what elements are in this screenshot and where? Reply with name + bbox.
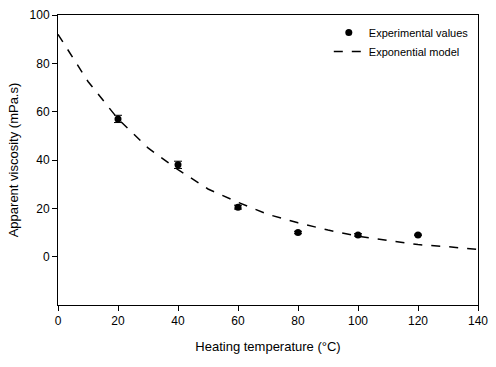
svg-text:80: 80 [291, 314, 305, 328]
svg-text:100: 100 [30, 8, 50, 22]
svg-text:Apparent viscosity (mPa.s): Apparent viscosity (mPa.s) [6, 83, 21, 238]
svg-text:40: 40 [36, 153, 50, 167]
svg-text:20: 20 [36, 202, 50, 216]
svg-text:20: 20 [111, 314, 125, 328]
svg-text:80: 80 [36, 57, 50, 71]
svg-text:60: 60 [231, 314, 245, 328]
svg-text:Experimental values: Experimental values [369, 27, 469, 39]
svg-text:Exponential model: Exponential model [369, 46, 460, 58]
svg-text:60: 60 [36, 105, 50, 119]
svg-text:0: 0 [43, 250, 50, 264]
svg-text:100: 100 [348, 314, 368, 328]
svg-text:140: 140 [468, 314, 488, 328]
svg-text:40: 40 [171, 314, 185, 328]
svg-text:0: 0 [55, 314, 62, 328]
svg-text:120: 120 [408, 314, 428, 328]
svg-text:Heating temperature (°C): Heating temperature (°C) [195, 339, 340, 354]
